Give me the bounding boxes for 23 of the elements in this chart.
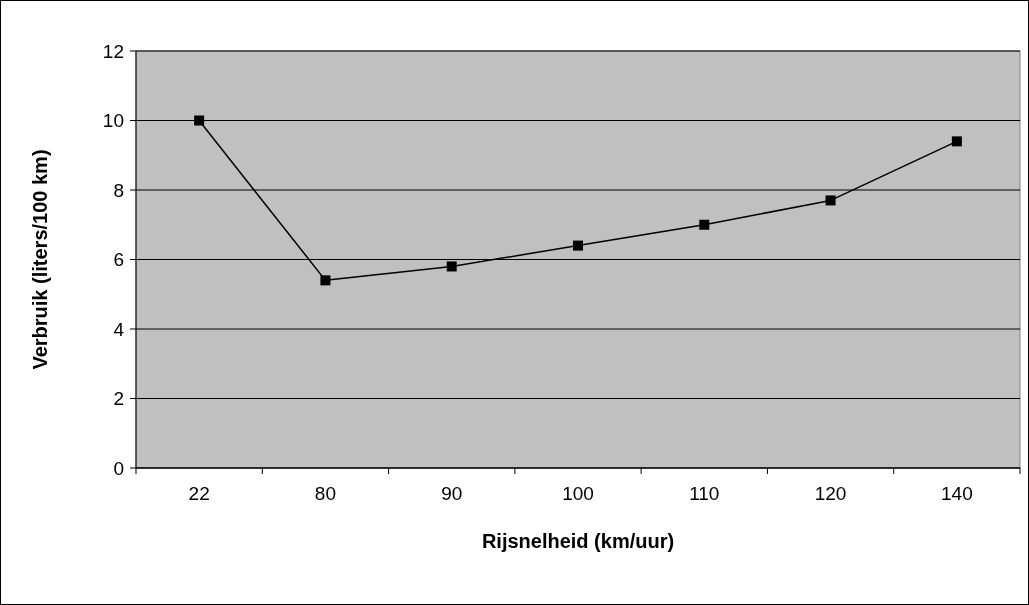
point bbox=[699, 219, 710, 230]
point bbox=[320, 275, 331, 286]
x-tick-label: 110 bbox=[689, 483, 720, 504]
point bbox=[951, 136, 962, 147]
y-tick-label: 6 bbox=[113, 249, 124, 271]
x-tick-label: 80 bbox=[314, 483, 336, 504]
y-tick-label: 12 bbox=[102, 40, 124, 62]
x-tick-label: 22 bbox=[188, 483, 210, 504]
x-tick-label: 120 bbox=[814, 483, 847, 504]
y-tick-label: 0 bbox=[113, 457, 124, 479]
point bbox=[825, 195, 836, 206]
y-axis-title: Verbruik (liters/100 km) bbox=[29, 149, 51, 370]
y-tick-label: 2 bbox=[113, 388, 124, 410]
y-tick-label: 8 bbox=[113, 179, 124, 201]
point bbox=[194, 115, 205, 126]
x-tick-label: 140 bbox=[941, 483, 973, 504]
x-tick-label: 100 bbox=[562, 483, 594, 504]
point bbox=[446, 261, 457, 272]
x-axis-title: Rijsnelheid (km/uur) bbox=[481, 530, 675, 552]
y-tick-label: 10 bbox=[102, 110, 124, 132]
point bbox=[573, 240, 583, 251]
y-tick-label: 4 bbox=[113, 318, 125, 340]
x-tick-label: 90 bbox=[441, 483, 463, 504]
